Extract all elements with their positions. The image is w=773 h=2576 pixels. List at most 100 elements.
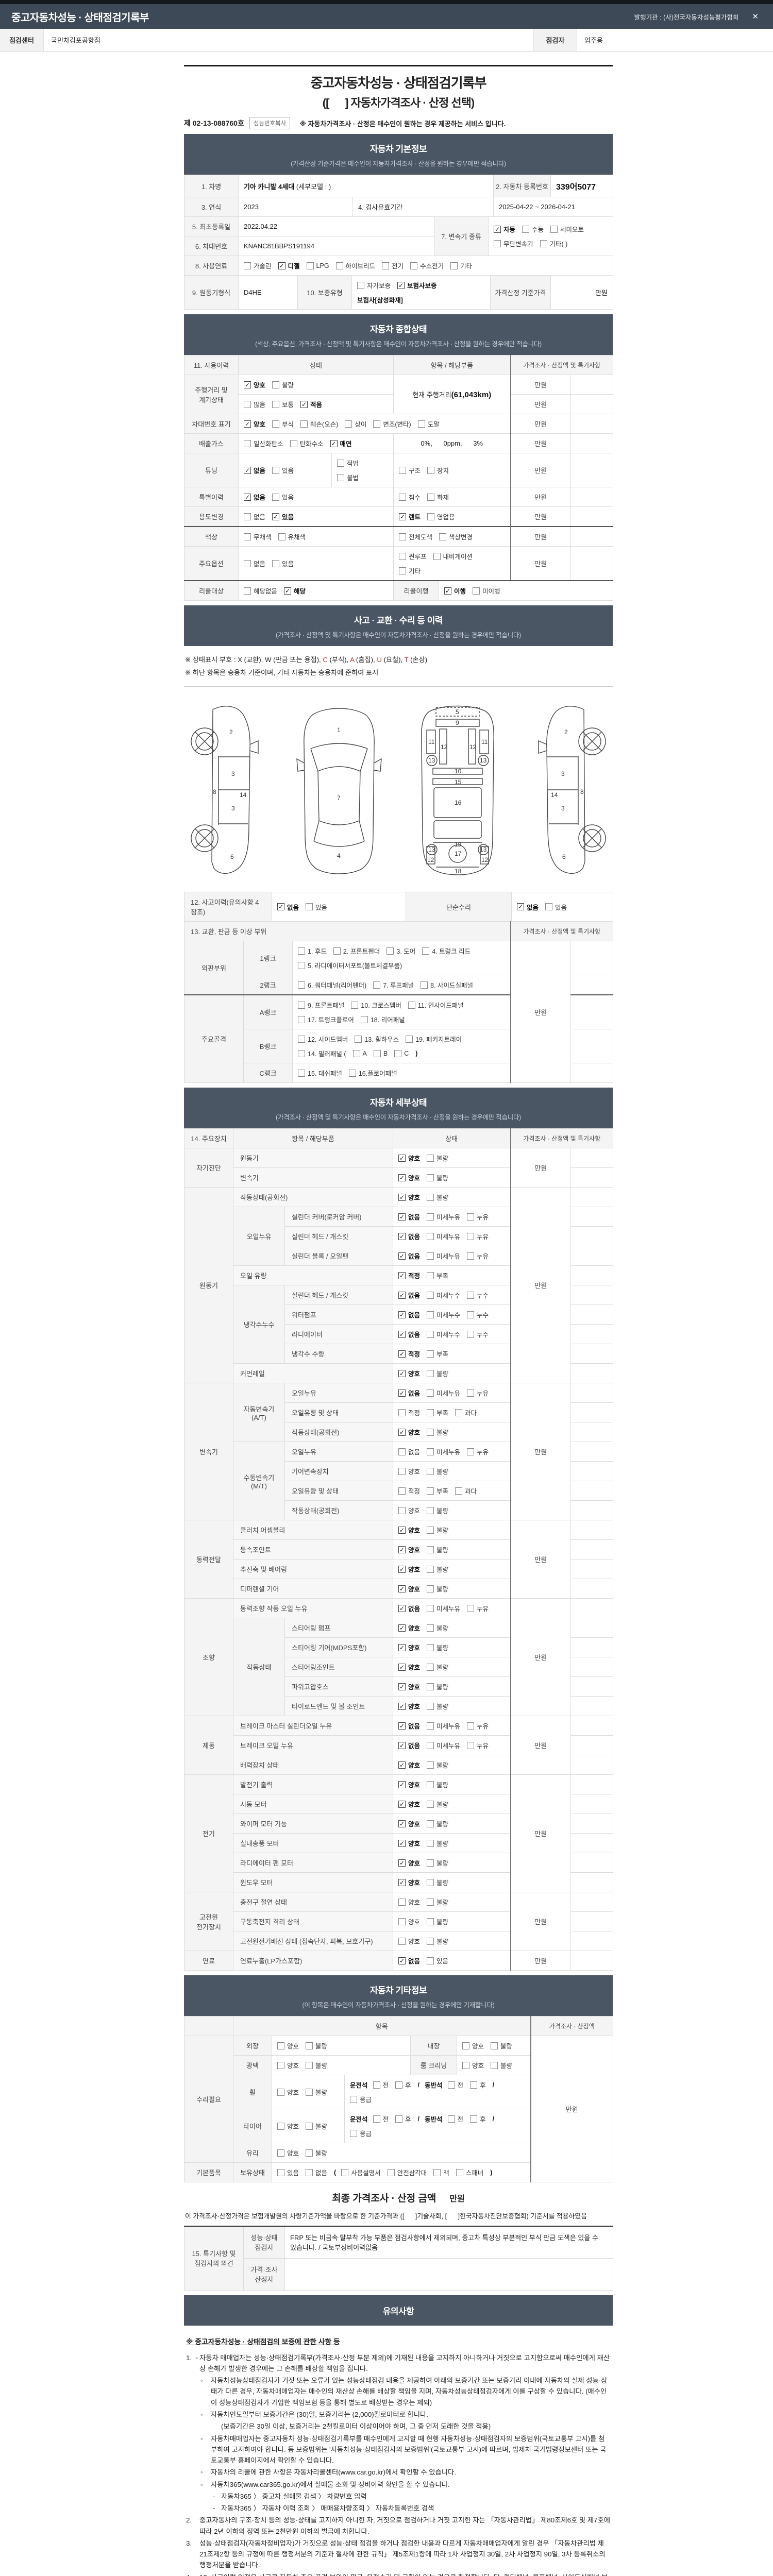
checkbox-option[interactable]: ✓ 양호 xyxy=(398,1662,420,1672)
checkbox-option[interactable]: ✓ 양호 xyxy=(398,1427,420,1437)
checkbox-option[interactable]: 12. 사이드멤버 xyxy=(298,1034,348,1044)
checkbox-option[interactable]: ✓ 양호 xyxy=(244,380,265,389)
checkbox-option[interactable]: 18. 리어패널 xyxy=(360,1014,405,1024)
checkbox-option[interactable]: 수소전기 xyxy=(410,261,444,270)
checkbox-option[interactable]: ✓ 자동 xyxy=(494,224,515,234)
checkbox-option[interactable]: 전체도색 xyxy=(399,532,432,541)
checkbox-option[interactable]: 미세누유 xyxy=(427,1721,460,1731)
checkbox-option[interactable]: ✓ 양호 xyxy=(398,1760,420,1770)
checkbox-option[interactable]: 변조(변타) xyxy=(373,419,411,429)
checkbox-option[interactable]: ✓ 적정 xyxy=(398,1349,420,1359)
checkbox-option[interactable]: 양호 xyxy=(398,1466,420,1476)
checkbox-option[interactable]: 부족 xyxy=(427,1486,448,1496)
checkbox-option[interactable]: ✓ 없음 xyxy=(398,1310,420,1319)
checkbox-option[interactable]: 가솔린 xyxy=(244,261,272,270)
checkbox-option[interactable]: 누유 xyxy=(467,1740,489,1750)
checkbox-option[interactable]: 미세누유 xyxy=(427,1447,460,1456)
checkbox-option[interactable]: B xyxy=(373,1049,388,1057)
checkbox-option[interactable]: 안전삼각대 xyxy=(387,2167,427,2177)
checkbox-option[interactable]: 썬루프 xyxy=(399,551,427,561)
checkbox-option[interactable]: ✓ 양호 xyxy=(398,1819,420,1828)
checkbox-option[interactable]: 없음 xyxy=(244,558,265,568)
checkbox-option[interactable]: 불량 xyxy=(427,1838,448,1848)
checkbox-option[interactable]: ✓ 없음 xyxy=(244,465,265,475)
checkbox-option[interactable]: A xyxy=(352,1049,367,1057)
checkbox-option[interactable]: 있음 xyxy=(427,1956,448,1965)
checkbox-option[interactable]: 4. 트렁크 리드 xyxy=(422,946,470,956)
checkbox-option[interactable]: ✓ 디젤 xyxy=(278,261,300,270)
checkbox-option[interactable]: ✓ 없음 xyxy=(398,1956,420,1965)
checkbox-option[interactable]: ✓ 없음 xyxy=(398,1212,420,1222)
checkbox-option[interactable]: 불량 xyxy=(427,1701,448,1711)
checkbox-option[interactable]: 미세누유 xyxy=(427,1388,460,1398)
checkbox-option[interactable]: ✓ 양호 xyxy=(398,1545,420,1554)
checkbox-option[interactable]: 색상변경 xyxy=(439,532,473,541)
checkbox-option[interactable]: 미세누수 xyxy=(427,1290,460,1300)
checkbox-option[interactable]: 불량 xyxy=(427,1173,448,1182)
checkbox-option[interactable]: 적법 xyxy=(337,458,359,468)
checkbox-option[interactable]: 14. 필러패널 ( xyxy=(298,1048,346,1058)
checkbox-option[interactable]: 6. 쿼터패널(리어펜더) xyxy=(298,980,366,990)
checkbox-option[interactable]: 많음 xyxy=(244,399,265,409)
checkbox-option[interactable]: 15. 대쉬패널 xyxy=(298,1068,342,1078)
checkbox-option[interactable]: 잭 xyxy=(433,2167,449,2177)
checkbox-option[interactable]: 13. 휠하우스 xyxy=(355,1034,399,1044)
checkbox-option[interactable]: ✓ 양호 xyxy=(398,1682,420,1691)
checkbox-option[interactable]: 미세누유 xyxy=(427,1231,460,1241)
checkbox-option[interactable]: ✓ 있음 xyxy=(272,512,294,521)
checkbox-option[interactable]: 불량 xyxy=(427,1642,448,1652)
checkbox-option[interactable]: 불량 xyxy=(427,1858,448,1868)
checkbox-option[interactable]: 누유 xyxy=(467,1212,489,1222)
checkbox-option[interactable]: ✓ 양호 xyxy=(398,1858,420,1868)
checkbox-option[interactable]: 불량 xyxy=(427,1662,448,1672)
checkbox-option[interactable]: ✓ 양호 xyxy=(398,1780,420,1789)
checkbox-option[interactable]: ✓ 양호 xyxy=(398,1838,420,1848)
checkbox-option[interactable]: ✓ 적음 xyxy=(300,399,322,409)
checkbox-option[interactable]: ✓ 양호 xyxy=(398,1877,420,1887)
checkbox-option[interactable]: 양호 xyxy=(277,2087,299,2097)
checkbox-option[interactable]: ✓ 없음 xyxy=(398,1603,420,1613)
checkbox-option[interactable]: 19. 패키지트레이 xyxy=(406,1034,462,1044)
checkbox-option[interactable]: 탄화수소 xyxy=(290,438,324,448)
checkbox-option[interactable]: 하이브리드 xyxy=(335,261,375,270)
checkbox-option[interactable]: 없음 xyxy=(244,512,265,521)
checkbox-option[interactable]: 2. 프론트펜더 xyxy=(333,946,380,956)
checkbox-option[interactable]: ✓ 양호 xyxy=(398,1153,420,1163)
checkbox-option[interactable]: ✓ 없음 xyxy=(517,902,539,912)
checkbox-option[interactable]: 양호 xyxy=(277,2121,299,2131)
checkbox-option[interactable]: 미세누유 xyxy=(427,1212,460,1222)
close-icon[interactable]: ✕ xyxy=(752,12,759,21)
checkbox-option[interactable]: 전 xyxy=(373,2114,389,2124)
checkbox-option[interactable]: 있음 xyxy=(272,465,294,475)
checkbox-option[interactable]: 9. 프론트패널 xyxy=(298,1000,344,1010)
checkbox-option[interactable]: ✓ 보험사보증 xyxy=(397,280,437,290)
checkbox-option[interactable]: ✓ 이행 xyxy=(444,586,466,596)
checkbox-option[interactable]: 불량 xyxy=(427,1564,448,1574)
checkbox-option[interactable]: 장치 xyxy=(427,465,449,475)
checkbox-option[interactable]: 무채색 xyxy=(244,532,272,541)
checkbox-option[interactable]: 미세누유 xyxy=(427,1251,460,1261)
checkbox-option[interactable]: 도말 xyxy=(417,419,440,429)
checkbox-option[interactable]: 과다 xyxy=(455,1408,477,1417)
checkbox-option[interactable]: 수동 xyxy=(522,224,544,234)
checkbox-option[interactable]: 있음 xyxy=(545,902,567,912)
checkbox-option[interactable]: 없음 xyxy=(306,2167,327,2177)
checkbox-option[interactable]: 누유 xyxy=(467,1388,489,1398)
checkbox-option[interactable]: 불법 xyxy=(337,472,359,482)
checkbox-option[interactable]: 불량 xyxy=(306,2121,327,2131)
checkbox-option[interactable]: ✓ 없음 xyxy=(398,1231,420,1241)
checkbox-option[interactable]: 상이 xyxy=(345,419,366,429)
checkbox-option[interactable]: 스패너 xyxy=(456,2167,483,2177)
checkbox-option[interactable]: ✓ 적정 xyxy=(398,1270,420,1280)
checkbox-option[interactable]: 후 xyxy=(470,2080,486,2090)
checkbox-option[interactable]: 미세누수 xyxy=(427,1329,460,1339)
checkbox-option[interactable]: 훼손(오손) xyxy=(300,419,338,429)
checkbox-option[interactable]: 1. 후드 xyxy=(298,946,327,956)
checkbox-option[interactable]: 일산화탄소 xyxy=(244,438,283,448)
checkbox-option[interactable]: 유채색 xyxy=(278,532,306,541)
checkbox-option[interactable]: 불량 xyxy=(427,1917,448,1926)
checkbox-option[interactable]: 부족 xyxy=(427,1408,448,1417)
checkbox-option[interactable]: 양호 xyxy=(277,2060,299,2070)
checkbox-option[interactable]: 불량 xyxy=(427,1525,448,1535)
checkbox-option[interactable]: 기타 xyxy=(399,566,421,575)
